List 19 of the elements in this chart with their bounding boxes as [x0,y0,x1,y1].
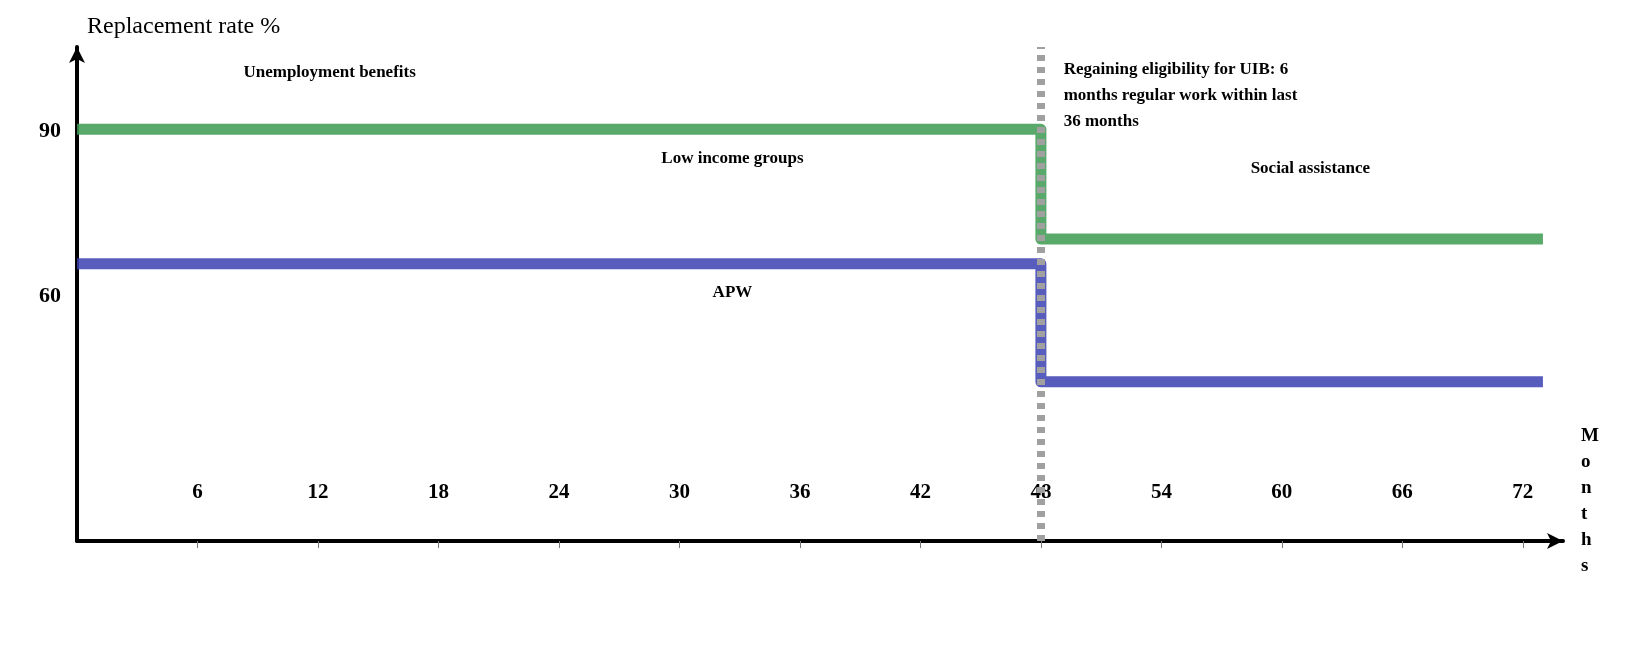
x-tick-label: 36 [789,478,811,503]
x-tick-label: 72 [1512,478,1534,503]
series-label: APW [712,282,753,302]
x-tick-label: 54 [1150,478,1173,503]
y-axis-title: Replacement rate % [87,12,281,38]
y-tick-label: 90 [39,116,61,142]
x-tick-label: 6 [192,478,203,503]
annotation: Social assistance [1250,158,1371,178]
annotation: Regaining eligibility for UIB: 6 months regular work within last 36 months [1063,58,1302,130]
series-label: Low income groups [661,147,804,167]
x-tick-label: 30 [668,478,690,503]
x-tick-label: 60 [1271,478,1293,503]
x-tick-label: 12 [307,478,329,503]
x-tick-label: 42 [909,478,931,503]
annotation: Unemployment benefits [243,62,417,82]
x-tick-label: 24 [548,478,570,503]
x-axis-title: Months [1581,423,1599,575]
x-tick-label: 66 [1391,478,1413,503]
x-tick-label: 18 [427,478,449,503]
